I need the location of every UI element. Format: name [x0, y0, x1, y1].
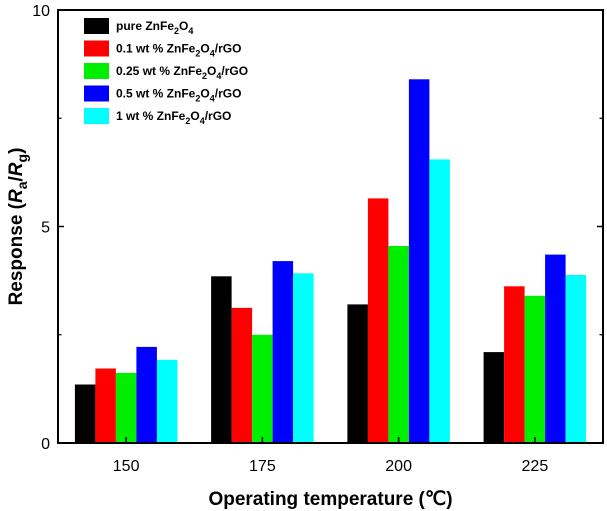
bar-225-series-2	[524, 295, 546, 443]
bar-175-series-4	[293, 273, 314, 443]
legend-swatch	[84, 108, 109, 124]
legend-label: 1 wt % ZnFe2O4/rGO	[116, 109, 231, 126]
legend-label: 0.1 wt % ZnFe2O4/rGO	[116, 42, 241, 59]
bar-175-series-3	[272, 261, 294, 443]
legend-swatch	[84, 18, 109, 34]
y-tick-label: 5	[41, 220, 50, 237]
bar-225-series-1	[504, 286, 525, 443]
legend-swatch	[84, 40, 109, 57]
bar-225-series-4	[565, 275, 587, 443]
x-axis-title: Operating temperature (℃)	[208, 489, 452, 510]
bar-150-series-3	[136, 346, 157, 443]
legend-swatch	[84, 85, 109, 102]
bar-150-series-0	[74, 384, 96, 443]
x-tick-label: 150	[113, 458, 140, 475]
bar-200-series-0	[347, 304, 368, 443]
bar-200-series-3	[408, 79, 430, 444]
x-tick-label: 175	[249, 458, 276, 475]
bar-150-series-2	[115, 372, 137, 443]
legend-swatch	[84, 63, 109, 79]
legend: pure ZnFe2O4 0.1 wt % ZnFe2O4/rGO 0.25 wt …	[84, 18, 248, 126]
bar-200-series-1	[367, 198, 389, 443]
axis-ticks	[58, 9, 603, 444]
bar-175-series-2	[252, 334, 273, 444]
legend-label: pure ZnFe2O4	[116, 19, 193, 36]
x-tick-labels: 150 175 200 225	[113, 458, 549, 475]
bar-200-series-4	[429, 159, 450, 443]
y-tick-label: 0	[41, 436, 50, 453]
bar-225-series-3	[545, 254, 566, 443]
y-axis-title: Response (Ra/Rg)	[6, 148, 30, 306]
bar-175-series-1	[231, 307, 253, 443]
bars-group	[74, 79, 587, 444]
y-tick-label: 10	[32, 3, 50, 20]
legend-label: 0.5 wt % ZnFe2O4/rGO	[116, 87, 241, 104]
bar-200-series-2	[388, 246, 409, 443]
x-tick-label: 200	[385, 458, 412, 475]
legend-label: 0.25 wt % ZnFe2O4/rGO	[116, 64, 248, 81]
bar-150-series-4	[156, 359, 178, 443]
x-tick-label: 225	[522, 458, 549, 475]
bar-150-series-1	[95, 368, 116, 443]
y-tick-labels: 0 5 10	[32, 3, 50, 453]
bar-225-series-0	[483, 352, 505, 443]
bar-175-series-0	[211, 276, 232, 443]
